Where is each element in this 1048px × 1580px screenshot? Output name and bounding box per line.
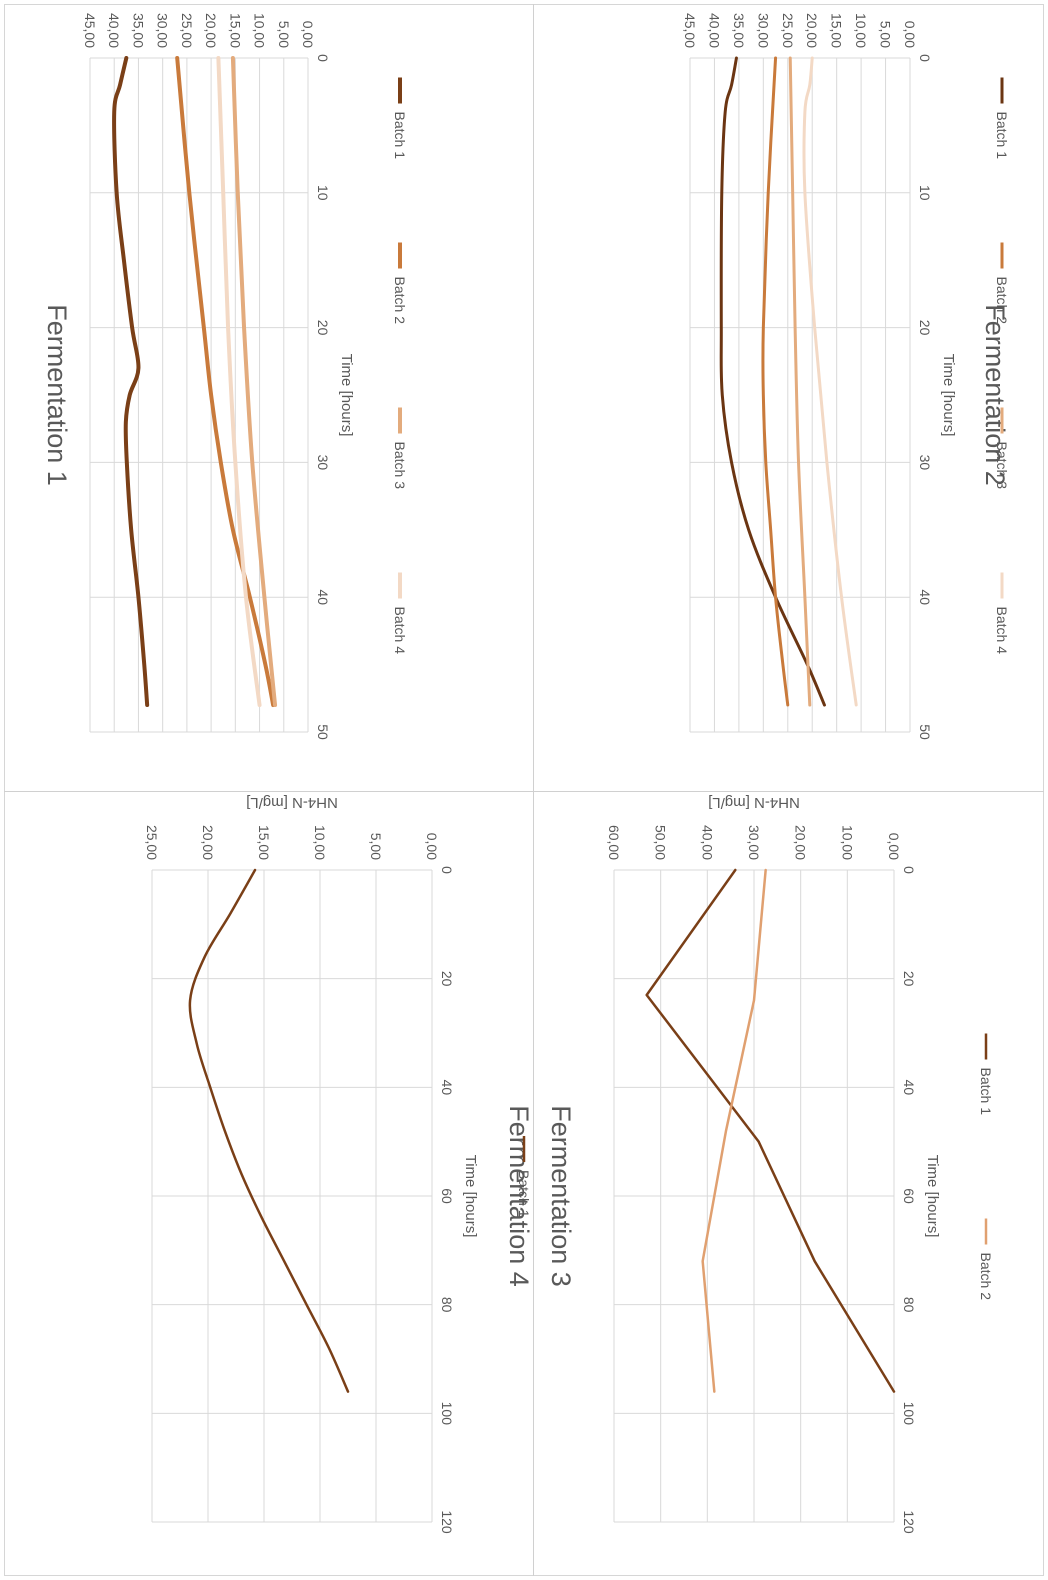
chart-3: 0,00 10,00 20,00 30,00 40,00 50,00 60,00 0 20 40 6…	[546, 794, 994, 1534]
x-axis-label: Time [hours]	[462, 1155, 479, 1238]
y-axis-label: NH4-N [mg/L]	[246, 794, 338, 811]
y-tick-label: 5,00	[276, 21, 292, 48]
chart-title: Fermentation 3	[546, 1105, 576, 1287]
x-axis-label: Time [hours]	[924, 1155, 941, 1238]
y-tick-label: 25,00	[780, 13, 796, 48]
y-tick-label: 25,00	[144, 825, 160, 860]
y-tick-label: 15,00	[829, 13, 845, 48]
x-tick-label: 40	[315, 589, 331, 605]
y-tick-label: 15,00	[256, 825, 272, 860]
x-tick-label: 100	[901, 1402, 917, 1426]
y-tick-label: 40,00	[706, 13, 722, 48]
legend-label: Batch 4	[392, 607, 408, 655]
series-line-1	[721, 58, 824, 705]
series-line-2	[177, 58, 273, 705]
y-tick-label: 50,00	[653, 825, 669, 860]
legend-label: Batch 1	[978, 1068, 994, 1116]
y-tick-label: 5,00	[368, 833, 384, 860]
y-tick-label: 15,00	[227, 13, 243, 48]
legend-label: Batch 3	[392, 442, 408, 490]
x-tick-label: 80	[901, 1297, 917, 1313]
legend: Batch 1 Batch 2	[978, 1034, 994, 1301]
legend-label: Batch 2	[994, 277, 1010, 325]
y-tick-label: 20,00	[793, 825, 809, 860]
legend: Batch 1 Batch 2 Batch 3 Batch 4	[392, 78, 408, 655]
x-axis-label: Time [hours]	[338, 354, 355, 437]
y-axis-label: NH4-N [mg/L]	[708, 794, 800, 811]
legend-label: Batch 4	[994, 607, 1010, 655]
chart-1: 0,00 5,00 10,00 15,00 20,00 25,00 30,00 35,00 40…	[42, 0, 408, 740]
x-tick-label: 30	[917, 455, 933, 471]
legend-label: Batch 1	[994, 112, 1010, 160]
x-tick-label: 20	[315, 320, 331, 336]
series-line-2	[703, 870, 766, 1392]
series-line-3	[790, 58, 810, 705]
x-tick-label: 60	[439, 1188, 455, 1204]
y-tick-label: 5,00	[878, 21, 894, 48]
x-tick-label: 10	[315, 185, 331, 201]
x-tick-label: 40	[439, 1080, 455, 1096]
y-tick-label: 60,00	[606, 825, 622, 860]
y-tick-label: 0,00	[424, 833, 440, 860]
y-tick-label: 30,00	[155, 13, 171, 48]
x-tick-label: 20	[917, 320, 933, 336]
x-tick-label: 0	[901, 866, 917, 874]
y-tick-label: 35,00	[130, 13, 146, 48]
x-tick-label: 120	[439, 1510, 455, 1534]
y-tick-label: 0,00	[886, 833, 902, 860]
x-tick-label: 50	[315, 724, 331, 740]
x-axis-label: Time [hours]	[940, 354, 957, 437]
chart-2: 0,00 5,00 10,00 15,00 20,00 25,00 30,00 35,00 40…	[682, 0, 1010, 740]
y-tick-label: 45,00	[82, 13, 98, 48]
x-tick-label: 30	[315, 455, 331, 471]
legend-label: Batch 3	[994, 442, 1010, 490]
series-line-1	[190, 870, 348, 1392]
x-tick-label: 80	[439, 1297, 455, 1313]
chart-4: 0,00 5,00 10,00 15,00 20,00 25,00 0 20 40 60 80 100…	[144, 794, 534, 1534]
x-tick-label: 120	[901, 1510, 917, 1534]
legend-label: Batch 2	[392, 277, 408, 325]
x-tick-label: 100	[439, 1402, 455, 1426]
y-tick-label: 10,00	[252, 13, 268, 48]
y-tick-label: 10,00	[839, 825, 855, 860]
y-tick-label: 40,00	[106, 13, 122, 48]
y-tick-label: 20,00	[203, 13, 219, 48]
y-tick-label: 25,00	[179, 13, 195, 48]
y-tick-label: 20,00	[804, 13, 820, 48]
x-tick-label: 40	[917, 589, 933, 605]
chart-title: Fermentation 1	[42, 304, 72, 486]
x-tick-label: 50	[917, 724, 933, 740]
legend-label: Batch 1	[392, 112, 408, 160]
y-tick-label: 35,00	[731, 13, 747, 48]
x-tick-label: 60	[901, 1188, 917, 1204]
x-tick-label: 10	[917, 185, 933, 201]
x-tick-label: 0	[439, 866, 455, 874]
x-tick-label: 40	[901, 1080, 917, 1096]
x-tick-label: 0	[315, 54, 331, 62]
y-tick-label: 45,00	[682, 13, 698, 48]
legend-label: Batch 1	[516, 1170, 532, 1218]
y-tick-label: 10,00	[312, 825, 328, 860]
legend-label: Batch 2	[978, 1253, 994, 1301]
y-tick-label: 40,00	[699, 825, 715, 860]
y-tick-label: 0,00	[902, 21, 918, 48]
series-line-1	[114, 58, 147, 705]
y-tick-label: 0,00	[300, 21, 316, 48]
series-line-2	[763, 58, 788, 705]
x-tick-label: 0	[917, 54, 933, 62]
y-tick-label: 20,00	[200, 825, 216, 860]
y-tick-label: 10,00	[853, 13, 869, 48]
x-tick-label: 20	[901, 971, 917, 987]
x-tick-label: 20	[439, 971, 455, 987]
y-tick-label: 30,00	[755, 13, 771, 48]
series-line-1	[647, 870, 894, 1392]
y-tick-label: 30,00	[746, 825, 762, 860]
